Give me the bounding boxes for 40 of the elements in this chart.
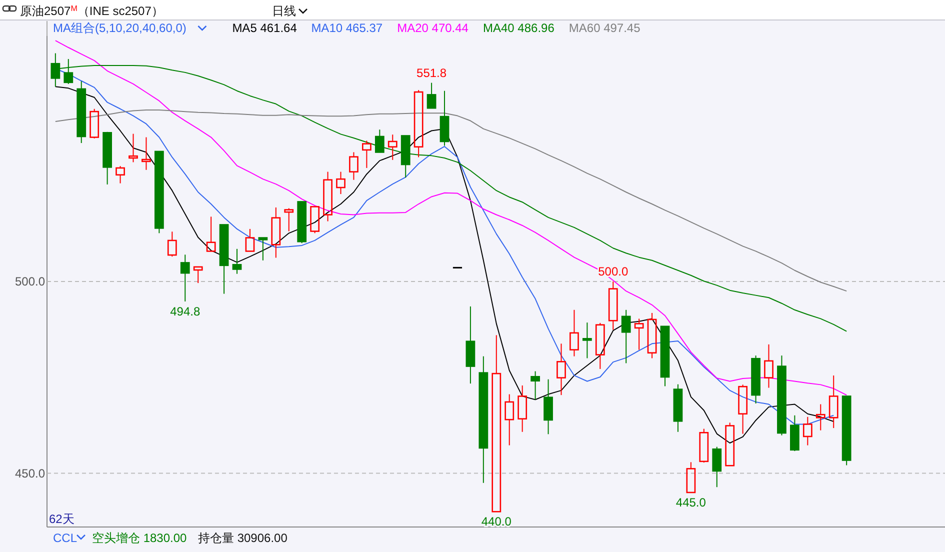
annotation: 440.0 [481, 514, 512, 529]
candlestick [816, 404, 826, 431]
candlestick [336, 171, 346, 195]
candlestick [478, 356, 488, 484]
text: 空头增仓 1830.00 [92, 531, 188, 545]
text: MA20 470.44 [397, 21, 469, 35]
candlestick [802, 416, 812, 446]
text: CCL [53, 531, 78, 545]
candlestick [504, 394, 514, 446]
candlestick [142, 136, 151, 170]
text: MA40 486.96 [483, 21, 555, 35]
legend-title: MA组合(5,10,20,40,60,0) [53, 21, 186, 35]
annotation: 445.0 [676, 495, 706, 510]
candlestick [556, 343, 566, 396]
annotation: 551.8 [416, 66, 447, 80]
candlestick [76, 80, 86, 144]
chart-title: 原油2507$^{M}$（INE sc2507） [20, 4, 164, 18]
text: MA10 465.37 [311, 21, 383, 35]
candlestick [608, 281, 618, 330]
candlestick [271, 206, 281, 258]
annotation: 62天 [49, 512, 74, 526]
candlestick [582, 322, 592, 359]
text: 持仓量 30906.00 [198, 531, 288, 545]
candlestick [544, 378, 553, 435]
candlestick [634, 318, 644, 350]
line-series [54, 110, 848, 292]
candlestick [518, 384, 528, 432]
candlestick [764, 344, 774, 388]
candlestick [570, 309, 579, 357]
candlestick [621, 309, 631, 364]
candlestick [466, 306, 476, 384]
chart-subtitle: 日线 [272, 4, 296, 18]
candlestick [180, 254, 190, 302]
candlestick [828, 374, 838, 429]
text: MA60 497.45 [568, 21, 641, 35]
y-tick-label: 450.0 [14, 466, 46, 480]
line-series [54, 40, 848, 396]
text: MA5 461.64 [232, 21, 298, 35]
annotation: 494.8 [170, 304, 200, 318]
candlestick [388, 134, 398, 160]
